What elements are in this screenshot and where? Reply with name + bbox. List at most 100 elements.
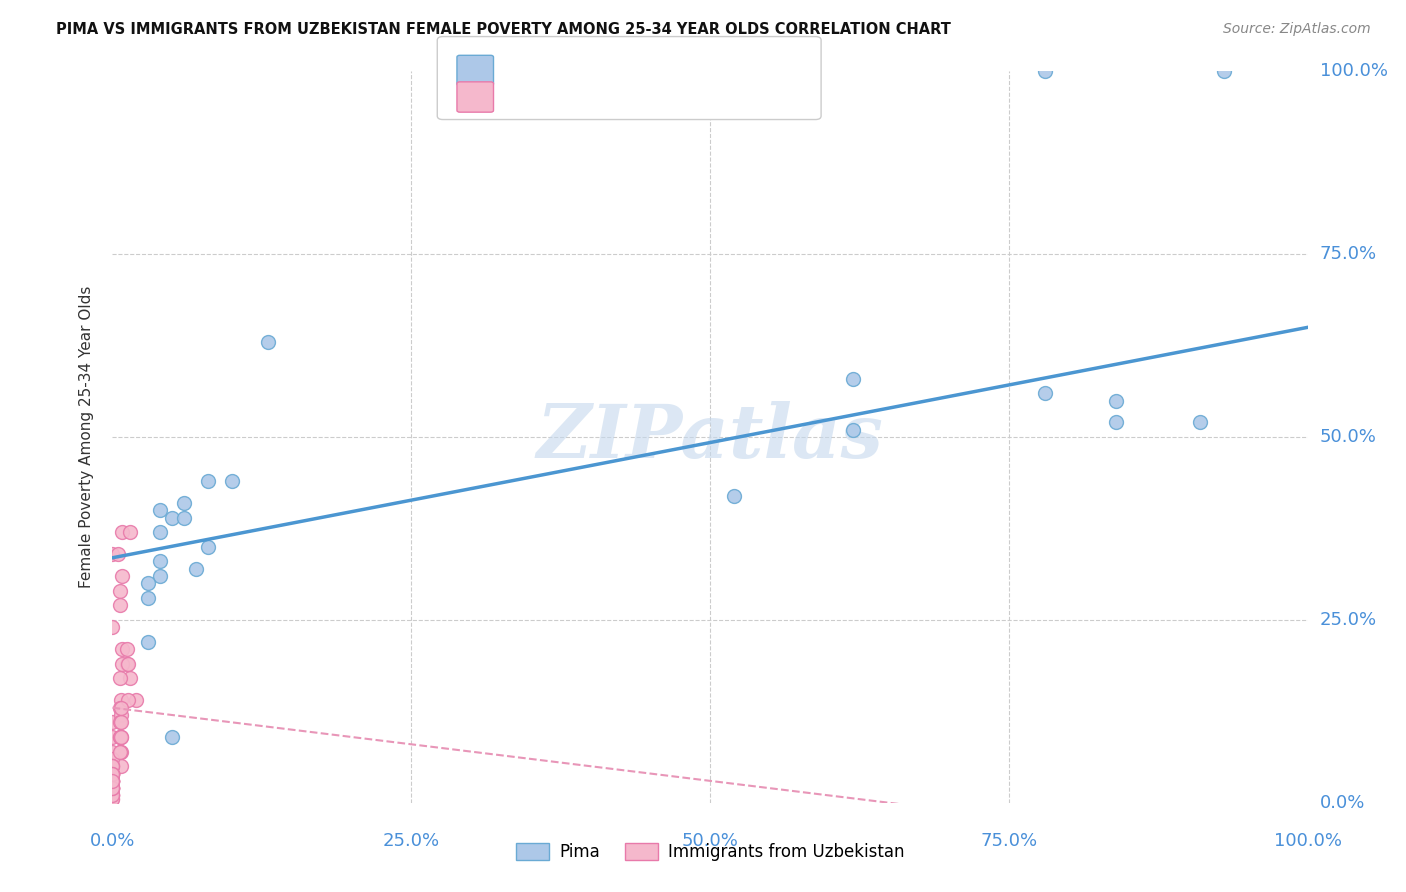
Point [173, 510, 195, 524]
Point [101, 773, 124, 788]
Point [108, 730, 131, 744]
Point [1033, 386, 1056, 401]
Point [101, 773, 124, 788]
Point [101, 759, 124, 773]
Point [149, 503, 172, 517]
Text: 0.0%: 0.0% [90, 832, 135, 850]
Point [162, 510, 183, 524]
Point [101, 766, 124, 780]
Point [108, 583, 131, 598]
Point [101, 766, 124, 780]
Point [117, 657, 139, 671]
Point [101, 781, 124, 796]
Text: ZIPatlas: ZIPatlas [537, 401, 883, 474]
Point [101, 773, 124, 788]
Point [101, 781, 124, 796]
Text: 50.0%: 50.0% [1320, 428, 1376, 446]
Legend: Pima, Immigrants from Uzbekistan: Pima, Immigrants from Uzbekistan [509, 836, 911, 868]
Point [101, 759, 124, 773]
Point [111, 525, 134, 540]
Text: PIMA VS IMMIGRANTS FROM UZBEKISTAN FEMALE POVERTY AMONG 25-34 YEAR OLDS CORRELAT: PIMA VS IMMIGRANTS FROM UZBEKISTAN FEMAL… [56, 22, 950, 37]
Point [101, 773, 124, 788]
Point [221, 474, 243, 488]
Point [101, 789, 124, 803]
Point [197, 540, 219, 554]
Point [101, 766, 124, 780]
Point [115, 642, 138, 657]
Point [138, 576, 160, 591]
Point [257, 334, 280, 349]
Point [101, 781, 124, 796]
Text: 100.0%: 100.0% [1274, 832, 1341, 850]
Point [842, 423, 865, 437]
Point [101, 745, 124, 759]
Point [110, 715, 132, 730]
Text: R =  0.488    N = 25: R = 0.488 N = 25 [505, 62, 723, 79]
Point [1105, 393, 1128, 408]
Point [101, 620, 124, 634]
Text: R = -0.107    N = 73: R = -0.107 N = 73 [505, 88, 723, 106]
Point [108, 745, 131, 759]
Point [101, 789, 124, 803]
Point [101, 759, 124, 773]
Point [101, 766, 124, 780]
Text: Source: ZipAtlas.com: Source: ZipAtlas.com [1223, 22, 1371, 37]
Point [101, 781, 124, 796]
Point [110, 708, 132, 723]
Point [108, 672, 131, 686]
Point [1105, 416, 1128, 430]
Point [101, 759, 124, 773]
Point [117, 693, 139, 707]
Point [101, 730, 124, 744]
Point [120, 672, 142, 686]
Point [138, 635, 160, 649]
Point [842, 371, 865, 385]
Point [149, 554, 172, 568]
Point [115, 657, 138, 671]
Point [108, 730, 131, 744]
Point [101, 789, 124, 803]
Text: 0.0%: 0.0% [1320, 794, 1365, 812]
Point [101, 766, 124, 780]
Point [111, 569, 134, 583]
Point [120, 525, 142, 540]
Point [101, 781, 124, 796]
Point [111, 642, 134, 657]
Point [101, 773, 124, 788]
Point [110, 745, 132, 759]
Point [110, 730, 132, 744]
Point [162, 730, 183, 744]
Point [101, 781, 124, 796]
Y-axis label: Female Poverty Among 25-34 Year Olds: Female Poverty Among 25-34 Year Olds [79, 286, 94, 588]
Point [1213, 64, 1236, 78]
Point [101, 781, 124, 796]
Point [101, 766, 124, 780]
Point [723, 489, 745, 503]
Point [108, 715, 131, 730]
Text: 25.0%: 25.0% [1320, 611, 1376, 629]
Point [138, 591, 160, 605]
Point [149, 525, 172, 540]
Point [1189, 416, 1212, 430]
Point [101, 789, 124, 803]
Point [101, 766, 124, 780]
Point [110, 700, 132, 714]
Point [101, 752, 124, 766]
Point [110, 759, 132, 773]
Point [186, 562, 208, 576]
Point [110, 730, 132, 744]
Point [108, 700, 131, 714]
Text: 25.0%: 25.0% [382, 832, 440, 850]
Point [108, 745, 131, 759]
Point [107, 547, 129, 561]
Point [111, 657, 134, 671]
Point [1033, 64, 1056, 78]
Point [125, 693, 148, 707]
Point [101, 547, 124, 561]
Point [101, 773, 124, 788]
Point [101, 773, 124, 788]
Point [108, 599, 131, 613]
Text: 100.0%: 100.0% [1320, 62, 1388, 80]
Point [101, 792, 124, 806]
Point [173, 496, 195, 510]
